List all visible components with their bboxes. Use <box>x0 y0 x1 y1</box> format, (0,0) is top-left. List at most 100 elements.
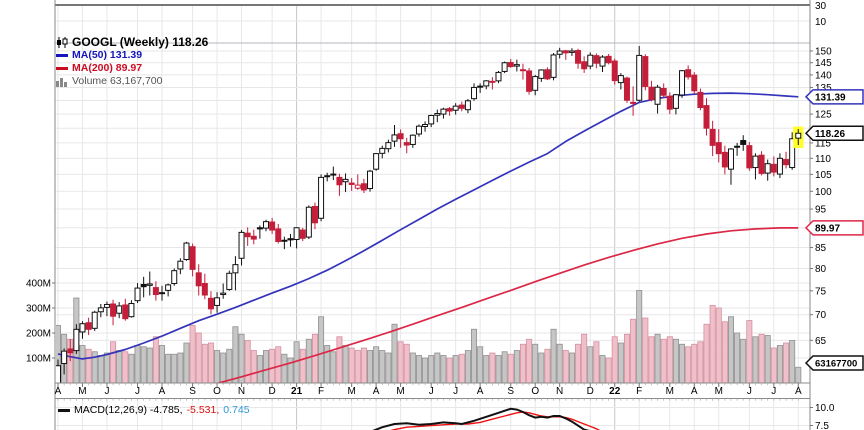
volume-bar <box>477 346 484 383</box>
month-label: D <box>269 386 276 397</box>
volume-bar <box>636 290 643 383</box>
candle-down <box>360 183 367 191</box>
volume-bar <box>599 355 606 383</box>
volume-bar <box>409 352 416 383</box>
month-label: J <box>771 386 776 397</box>
month-label: J <box>104 386 109 397</box>
candle-up <box>654 86 661 105</box>
volume-bar <box>134 345 141 383</box>
volume-bar <box>373 346 380 383</box>
candle-up <box>587 54 594 67</box>
volume-bar <box>746 320 753 383</box>
month-label: M <box>396 386 404 397</box>
candle-up <box>740 140 747 145</box>
volume-bar <box>489 352 496 383</box>
volume-bar <box>428 355 435 383</box>
volume-axis-label: 200M <box>26 329 51 340</box>
candle-up <box>103 303 110 308</box>
candle-down <box>250 235 257 240</box>
volume-bar <box>385 352 392 383</box>
volume-bar <box>776 345 783 383</box>
price-axis-label: 80 <box>815 264 827 275</box>
ma50-label: MA(50) 131.39 <box>72 49 143 61</box>
volume-bar <box>146 347 153 383</box>
top-panel-axis-label: 10 <box>815 17 827 28</box>
candle-down <box>354 184 361 189</box>
candle-down <box>152 287 159 296</box>
volume-bar <box>403 343 410 383</box>
candle-up <box>471 86 478 100</box>
macd-axis-label: 7.5 <box>815 421 829 430</box>
candle-up <box>305 206 312 238</box>
svg-text:63167700: 63167700 <box>815 359 857 370</box>
volume-bar <box>471 328 478 383</box>
month-label: S <box>189 386 196 397</box>
volume-bar <box>513 350 520 383</box>
macd-hist-value: 0.745 <box>223 404 250 416</box>
volume-bar <box>593 341 600 383</box>
ma200-label: MA(200) 89.97 <box>72 62 143 74</box>
month-label: O <box>531 386 539 397</box>
candle-up <box>636 54 643 101</box>
volume-bar <box>232 326 239 383</box>
volume-bar <box>648 336 655 383</box>
volume-bar <box>354 350 361 383</box>
volume-bar <box>685 346 692 383</box>
volume-bar <box>422 357 429 383</box>
month-label: A <box>691 386 698 397</box>
month-label: A <box>55 386 62 397</box>
callout-131.39: 131.39 <box>804 89 864 105</box>
price-axis-label: 70 <box>815 310 827 321</box>
candle-up <box>238 231 245 259</box>
volume-bar <box>79 345 86 383</box>
callout-89.97: 89.97 <box>804 220 864 236</box>
callout-118.26: 118.26 <box>804 125 864 142</box>
candle-up <box>391 134 398 142</box>
candle-up <box>97 307 104 313</box>
month-label: N <box>556 386 563 397</box>
volume-bar <box>458 353 465 383</box>
candle-down <box>581 61 588 70</box>
volume-axis-label: 400M <box>26 279 51 290</box>
volume-bar <box>269 348 276 383</box>
candle-down <box>611 60 618 82</box>
gridlines <box>55 6 810 430</box>
price-axis-label: 105 <box>815 170 832 181</box>
candle-up <box>776 157 783 175</box>
volume-label: Volume 63,167,700 <box>72 75 163 87</box>
candle-up <box>452 105 459 111</box>
volume-axis-label: 100M <box>26 354 51 365</box>
price-axis-label: 140 <box>815 70 832 81</box>
volume-bar <box>752 336 759 383</box>
volume-bar <box>605 357 612 383</box>
volume-bar <box>654 333 661 383</box>
volume-bar <box>305 338 312 383</box>
candle-down <box>489 80 496 83</box>
volume-bar <box>519 343 526 383</box>
candle-down <box>623 77 630 101</box>
symbol-title: GOOGL (Weekly) 118.26 <box>72 35 209 49</box>
volume-bar <box>642 317 649 383</box>
volume-bar <box>507 353 514 383</box>
month-label: A <box>477 386 484 397</box>
volume-bar <box>734 332 741 383</box>
candle-up <box>550 54 557 78</box>
volume-bar <box>391 323 398 383</box>
candle-up <box>483 80 490 87</box>
price-axis-label: 125 <box>815 110 832 121</box>
candle-up <box>73 328 80 352</box>
price-axis-label: 135 <box>815 83 832 94</box>
volume-bar <box>789 340 796 383</box>
candle-down <box>311 205 318 224</box>
candle-down <box>562 50 569 54</box>
candle-up <box>434 113 441 116</box>
volume-bar <box>721 321 728 383</box>
month-label: O <box>213 386 221 397</box>
candle-up <box>409 134 416 145</box>
candle-up <box>679 70 686 96</box>
volume-bar <box>177 352 184 383</box>
candle-up <box>140 283 147 288</box>
volume-bar <box>183 342 190 383</box>
volume-bar <box>379 350 386 383</box>
macd-legend: MACD(12,26,9) -4.785, -5.531, 0.745 <box>58 404 250 416</box>
